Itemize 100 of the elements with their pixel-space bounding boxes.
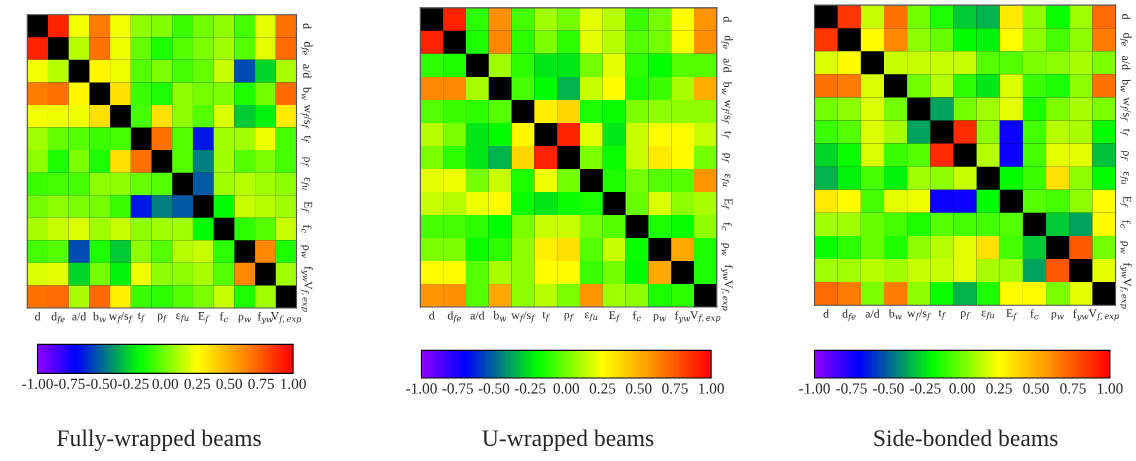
y-tick-label: f$_{c}$ [721, 222, 732, 231]
color-bar-label: -1.00 [799, 383, 830, 394]
x-tick-label: E$_{f}$ [609, 311, 621, 323]
y-tick-label: b$_{w}$ [721, 81, 732, 95]
color-bar-label: -0.50 [86, 378, 117, 390]
y-tick-label: ρ$_{f}$ [300, 157, 310, 167]
x-tick-label: V$_{f,exp}$ [270, 312, 302, 324]
y-tick-label: a/d [1122, 55, 1131, 70]
x-tick-label: f$_{c}$ [632, 311, 641, 322]
y-tick-label: E$_{f}$ [721, 198, 733, 210]
x-tick-label: f$_{yw}$ [674, 311, 691, 324]
x-tick-label: V$_{f,exp}$ [690, 311, 721, 323]
y-tick-label: d [723, 16, 732, 23]
y-tick-label: w$_{f}$/s$_{f}$ [1119, 97, 1132, 122]
color-bar-label: 0.00 [553, 383, 580, 394]
x-tick-label: ρ$_{f}$ [961, 310, 971, 320]
color-bar-label: 0.75 [248, 378, 274, 390]
y-tick-label: ρ$_{w}$ [300, 245, 309, 258]
x-tick-label: t$_{f}$ [137, 312, 146, 323]
x-tick-label: ρ$_{f}$ [564, 312, 575, 322]
x-tick-label: w$_{f}$/s$_{f}$ [907, 309, 932, 321]
color-bar-label: 1.00 [699, 383, 724, 394]
text: Side-bonded beams [874, 429, 1058, 447]
color-bar-label: 0.75 [1060, 383, 1086, 394]
x-tick-label: E$_{f}$ [1006, 309, 1018, 321]
x-tick-label: d [429, 311, 435, 320]
x-tick-label: d [823, 309, 829, 318]
x-tick-label: ε$_{fu}$ [584, 312, 598, 322]
x-tick-label: V$_{f,exp}$ [1088, 309, 1119, 321]
color-bar-label: -0.25 [117, 378, 149, 390]
y-tick-label: ρ$_{f}$ [721, 153, 731, 163]
color-bar-label: -0.50 [478, 383, 510, 394]
color-bar-label: -0.25 [514, 383, 546, 394]
y-tick-label: f$_{c}$ [1120, 220, 1131, 229]
x-tick-label: E$_{f}$ [198, 312, 210, 324]
x-tick-label: ρ$_{w}$ [1051, 311, 1064, 320]
x-tick-label: b$_{w}$ [93, 312, 106, 323]
color-bar-label: -1.00 [406, 383, 437, 394]
y-tick-label: E$_{f}$ [300, 201, 313, 213]
color-bar-label: -1.00 [22, 378, 53, 390]
color-bar-label: -0.25 [909, 383, 941, 394]
y-tick-label: d [1122, 14, 1131, 20]
x-tick-label: ρ$_{w}$ [238, 314, 251, 323]
x-tick-label: ε$_{fu}$ [176, 313, 189, 323]
y-tick-label: w$_{f}$/s$_{f}$ [721, 99, 733, 124]
y-tick-label: b$_{w}$ [301, 86, 312, 100]
x-tick-label: d$_{fe}$ [842, 309, 856, 322]
y-tick-label: t$_{f}$ [300, 135, 312, 144]
x-tick-label: f$_{yw}$ [1073, 309, 1089, 322]
y-tick-label: d$_{fe}$ [721, 35, 733, 49]
color-bar-label: 0.50 [216, 378, 242, 390]
y-tick-label: ε$_{fu}$ [721, 174, 731, 187]
color-bar-label: -0.75 [54, 378, 85, 390]
color-bar-label: -0.75 [442, 383, 473, 394]
color-bar-label: 0.50 [1023, 383, 1049, 394]
color-bar-label: -0.75 [836, 383, 867, 394]
x-tick-label: w$_{f}$/s$_{f}$ [511, 311, 536, 323]
y-tick-label: ε$_{fu}$ [300, 177, 310, 190]
y-tick-label: f$_{yw}$ [721, 264, 734, 281]
y-tick-label: E$_{f}$ [1119, 196, 1132, 208]
x-tick-label: a/d [72, 312, 87, 321]
color-bar-label: 0.25 [589, 383, 616, 394]
x-tick-label: ε$_{fu}$ [981, 310, 995, 320]
x-tick-label: f$_{c}$ [219, 311, 228, 323]
color-bar-label: 0.50 [625, 383, 652, 394]
text: Fully-wrapped beams [57, 429, 261, 451]
x-tick-label: f$_{c}$ [1030, 309, 1039, 320]
x-tick-label: b$_{w}$ [493, 311, 507, 322]
y-tick-label: t$_{f}$ [1119, 128, 1131, 137]
color-bar-label: 0.75 [662, 383, 688, 394]
color-bar-label: 1.00 [281, 378, 306, 390]
x-tick-label: b$_{w}$ [888, 309, 902, 320]
y-tick-label: d$_{fe}$ [1119, 32, 1132, 47]
color-bar-label: 1.00 [1097, 383, 1123, 394]
x-tick-label: a/d [865, 309, 880, 318]
y-tick-label: b$_{w}$ [1120, 79, 1131, 93]
x-tick-label: d [35, 312, 41, 321]
y-tick-label: a/d [303, 64, 312, 79]
x-tick-label: ρ$_{w}$ [653, 313, 666, 322]
color-bar-label: 0.25 [184, 378, 211, 390]
x-tick-label: ρ$_{f}$ [157, 313, 168, 323]
y-tick-label: ε$_{fu}$ [1119, 171, 1130, 185]
x-tick-label: t$_{f}$ [542, 311, 551, 322]
y-tick-label: d$_{fe}$ [300, 41, 313, 56]
y-tick-label: f$_{yw}$ [1119, 262, 1132, 279]
color-bar-label: 0.00 [152, 378, 179, 390]
color-bar-label: -0.50 [873, 383, 904, 394]
x-tick-label: d$_{fe}$ [447, 311, 461, 323]
y-tick-label: d [303, 23, 312, 29]
color-bar-label: 0.00 [949, 383, 975, 394]
y-tick-label: f$_{c}$ [301, 224, 312, 233]
color-bar-label: 0.25 [986, 383, 1012, 394]
x-tick-label: a/d [470, 311, 485, 320]
x-tick-label: t$_{f}$ [938, 309, 947, 320]
y-tick-label: w$_{f}$/s$_{f}$ [300, 104, 313, 129]
text: U-wrapped beams [482, 429, 654, 451]
x-tick-label: w$_{f}$/s$_{f}$ [108, 312, 134, 324]
y-tick-label: a/d [723, 58, 732, 73]
y-tick-label: ρ$_{w}$ [721, 243, 730, 256]
y-tick-label: ρ$_{w}$ [1119, 241, 1128, 254]
